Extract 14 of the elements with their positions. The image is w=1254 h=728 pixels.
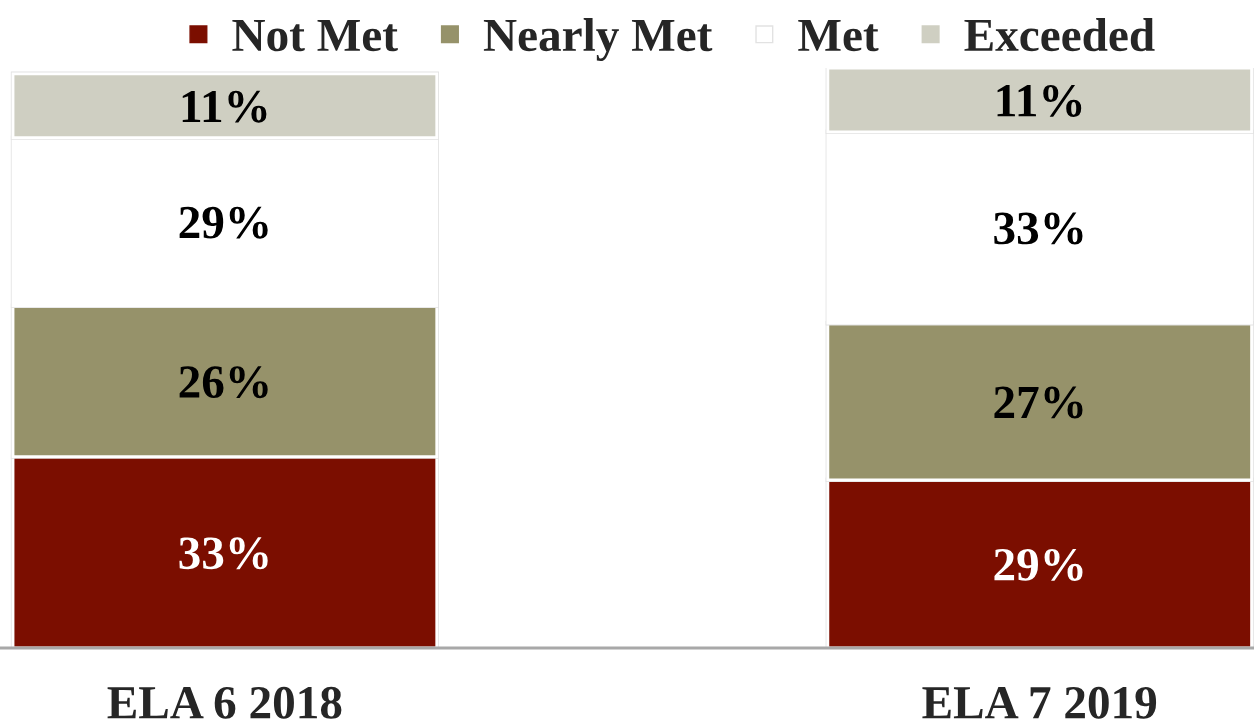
data-label: 29% [994,548,1083,581]
legend-label: Met [798,19,879,52]
x-tick-label: ELA 7 2019 [922,686,1157,719]
legend-label: Nearly Met [483,18,713,62]
data-label: 33% [994,212,1083,245]
data-label: 29% [179,206,268,239]
legend-label: Exceeded [964,18,1155,52]
data-label: 11% [997,84,1082,117]
x-tick-label: ELA 6 2018 [107,686,342,719]
data-label: 27% [994,386,1083,419]
data-label: 33% [179,537,268,570]
data-label: 26% [179,366,268,399]
data-label: 11% [182,90,267,123]
legend-label: Not Met [232,19,398,52]
